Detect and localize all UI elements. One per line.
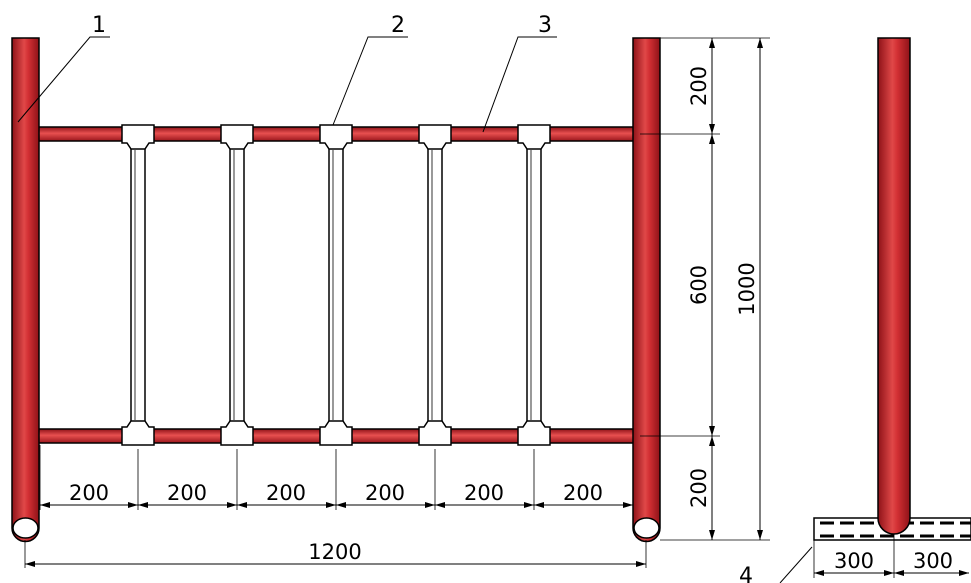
clamp xyxy=(220,420,254,446)
baluster xyxy=(130,140,146,430)
callout-clamp: 2 xyxy=(391,13,405,38)
dim-spacing: 200 xyxy=(167,481,207,505)
side-post xyxy=(877,37,911,535)
dim-total-height: 1000 xyxy=(735,262,759,315)
baluster xyxy=(427,140,443,430)
clamp xyxy=(121,124,155,150)
dim-top-gap: 200 xyxy=(687,66,711,106)
callout-rail: 3 xyxy=(538,13,552,38)
dim-total-width: 1200 xyxy=(308,540,361,564)
dim-spacing: 200 xyxy=(563,481,603,505)
baluster xyxy=(229,140,245,430)
dim-spacing: 200 xyxy=(266,481,306,505)
clamps xyxy=(121,124,551,446)
extension-lines xyxy=(24,37,895,578)
dimension-texts: 200 600 200 1000 200 200 200 200 200 200… xyxy=(69,66,953,573)
baluster xyxy=(328,140,344,430)
clamp xyxy=(517,420,551,446)
dim-spacing: 200 xyxy=(365,481,405,505)
clamp xyxy=(319,124,353,150)
dim-mid-gap: 600 xyxy=(687,265,711,305)
callout-post: 1 xyxy=(92,13,106,38)
baluster-inner-lines xyxy=(134,150,532,420)
dim-spacing: 200 xyxy=(69,481,109,505)
callout-footing: 4 xyxy=(739,564,753,583)
leaders xyxy=(17,36,813,583)
right-post xyxy=(632,37,661,543)
dim-footing-right: 300 xyxy=(913,549,953,573)
dim-spacing: 200 xyxy=(464,481,504,505)
clamp xyxy=(121,420,155,446)
clamp xyxy=(418,420,452,446)
clamp xyxy=(517,124,551,150)
baluster xyxy=(526,140,542,430)
clamp xyxy=(220,124,254,150)
clamp xyxy=(319,420,353,446)
left-post xyxy=(11,37,40,543)
dim-bottom-gap: 200 xyxy=(687,468,711,508)
side-view xyxy=(813,37,971,541)
dimension-lines xyxy=(25,38,969,576)
clamp xyxy=(418,124,452,150)
balusters xyxy=(130,140,542,430)
dim-footing-left: 300 xyxy=(834,549,874,573)
